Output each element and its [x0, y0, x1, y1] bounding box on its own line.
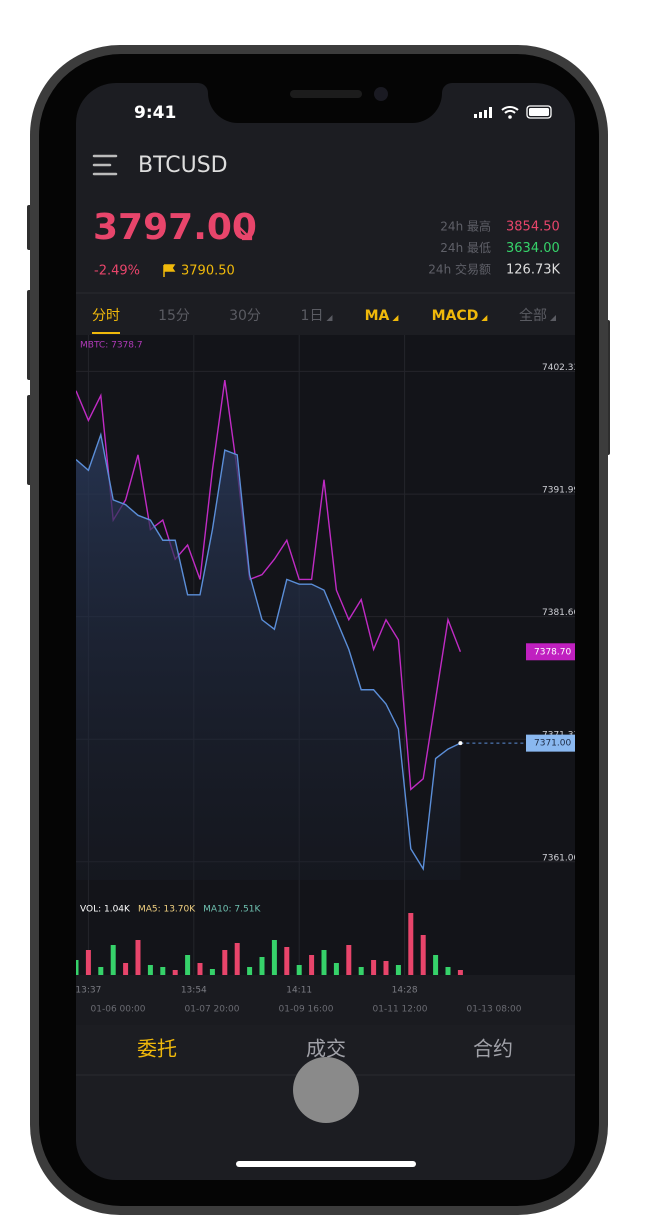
- last-price: 3797.00: [93, 207, 257, 248]
- price-line: [76, 379, 462, 791]
- volume-legend: MA10: 7.51K: [203, 905, 261, 915]
- tab[interactable]: 全部: [519, 307, 547, 324]
- last-price-tag: [526, 643, 575, 661]
- camera: [374, 87, 388, 101]
- volume-bar: [222, 950, 228, 975]
- tab[interactable]: MACD: [432, 308, 479, 324]
- date-label: 01-07 20:00: [185, 1005, 240, 1015]
- stat-value: 126.73K: [506, 263, 560, 278]
- volume-bar: [433, 955, 439, 975]
- y-tick-label: 7402.33: [542, 363, 579, 373]
- tab-caret: [392, 315, 399, 321]
- status-time: 9:41: [134, 103, 176, 123]
- volume-bar: [197, 963, 203, 975]
- volume-bar: [259, 957, 265, 975]
- volume-legend: VOL: 1.04K: [80, 905, 131, 915]
- home-indicator: [236, 1161, 416, 1167]
- speaker: [290, 90, 362, 98]
- volume-bar: [135, 940, 141, 975]
- tab[interactable]: 15分: [158, 308, 190, 324]
- price-area: [76, 434, 461, 880]
- last-point: [458, 741, 463, 746]
- volume-bar: [234, 943, 240, 975]
- nav-item[interactable]: 合约: [473, 1037, 513, 1061]
- volume-bar: [185, 955, 191, 975]
- y-tick-label: 7381.66: [542, 608, 579, 618]
- axis-bg: [76, 975, 575, 1025]
- signal-icon: [474, 107, 492, 118]
- volume-bar: [147, 965, 153, 975]
- volume-bar: [98, 967, 104, 975]
- volume-bar: [284, 947, 290, 975]
- volume-bar: [85, 950, 91, 975]
- volume-bar: [309, 955, 315, 975]
- price-line: [76, 431, 461, 871]
- date-label: 01-11 12:00: [373, 1005, 428, 1015]
- x-tick-label: 13:37: [75, 986, 101, 996]
- volume-bar: [296, 965, 302, 975]
- stat-label: 24h 最高: [440, 219, 491, 234]
- wifi-icon: [501, 106, 519, 114]
- screen: 9:41 BTCUSD 3797.00 -2.49% 3790.50 24h 最…: [75, 83, 579, 1180]
- nav-item[interactable]: 委托: [137, 1037, 177, 1061]
- last-price-label: 7378.70: [534, 647, 571, 657]
- nav-item[interactable]: 成交: [306, 1037, 346, 1061]
- volume-bar: [110, 945, 116, 975]
- volume-bar: [209, 969, 215, 975]
- volume-bar: [395, 965, 401, 975]
- tab-caret: [481, 315, 488, 321]
- volume-bar: [445, 967, 451, 975]
- volume-bar: [346, 945, 352, 975]
- x-tick-label: 14:11: [286, 986, 312, 996]
- volume-bar: [420, 935, 426, 975]
- volume-bar: [321, 950, 327, 975]
- tab[interactable]: MA: [365, 308, 390, 324]
- down-arrow: [237, 225, 253, 241]
- volume-bar: [371, 960, 377, 975]
- menu-icon[interactable]: [92, 154, 118, 176]
- stat-value: 3634.00: [506, 241, 560, 256]
- date-label: 01-13 08:00: [467, 1005, 522, 1015]
- battery-icon: [529, 108, 549, 116]
- volume-bar: [358, 967, 364, 975]
- volume-bar: [123, 963, 129, 975]
- last-price-tag: [526, 734, 575, 752]
- x-tick-label: 13:54: [181, 986, 207, 996]
- tab[interactable]: 分时: [92, 308, 120, 324]
- date-label: 01-06 00:00: [91, 1005, 146, 1015]
- change-percent: -2.49%: [94, 264, 140, 279]
- tab-caret: [550, 315, 556, 321]
- volume-bar: [333, 963, 339, 975]
- wifi-icon: [508, 115, 512, 119]
- legend: MBTC: 7378.7: [80, 341, 143, 351]
- y-tick-label: 7361.00: [542, 853, 579, 863]
- stat-label: 24h 最低: [440, 241, 491, 255]
- volume-bar: [160, 967, 166, 975]
- symbol: BTCUSD: [138, 153, 228, 178]
- volume-legend: MA5: 13.70K: [138, 905, 196, 915]
- y-tick-label: 7391.99: [542, 486, 579, 496]
- volume-bar: [457, 970, 463, 975]
- last-price-label: 7371.00: [534, 739, 571, 749]
- tab-caret: [326, 315, 333, 321]
- volume-bar: [76, 960, 79, 975]
- volume-bar: [271, 940, 277, 975]
- stat-value: 3854.50: [506, 220, 560, 235]
- mark-price: 3790.50: [181, 264, 235, 279]
- tab[interactable]: 30分: [229, 308, 261, 324]
- volume-bar: [172, 970, 178, 975]
- battery-icon: [526, 105, 552, 119]
- tab[interactable]: 1日: [301, 308, 324, 324]
- volume-bar: [408, 913, 414, 975]
- center-button[interactable]: [293, 1057, 359, 1123]
- x-tick-label: 14:28: [392, 986, 418, 996]
- volume-bar: [247, 967, 253, 975]
- date-label: 01-09 16:00: [279, 1005, 334, 1015]
- volume-bar: [383, 961, 389, 975]
- flag-icon: [163, 264, 176, 277]
- stat-label: 24h 交易额: [428, 262, 491, 277]
